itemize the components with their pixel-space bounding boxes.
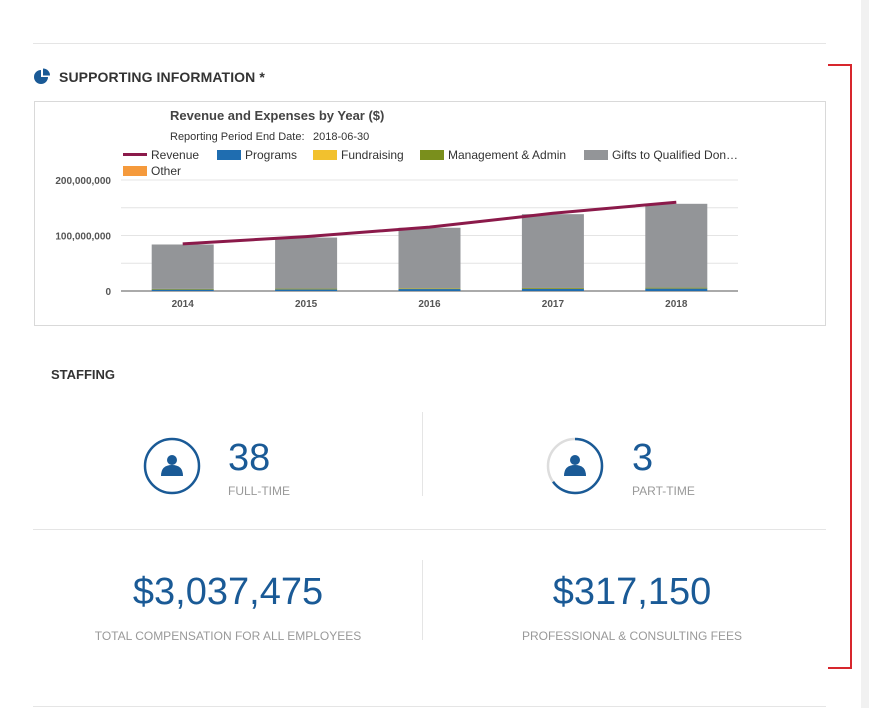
legend-label-other[interactable]: Other — [151, 164, 181, 178]
chart-legend: Revenue Programs Fundraising Management & A… — [123, 148, 738, 178]
full-time-label: FULL-TIME — [228, 484, 291, 498]
legend-label-management-admin[interactable]: Management & Admin — [448, 148, 566, 162]
bar-programs-2018[interactable] — [645, 288, 708, 291]
legend-swatch-management-admin — [420, 150, 444, 160]
bar-fundraising-2016[interactable] — [398, 288, 461, 290]
full-time-count: 38 — [228, 437, 271, 479]
staffing-title: STAFFING — [51, 367, 116, 382]
compensation-divider — [422, 560, 423, 640]
total-compensation-label: TOTAL COMPENSATION FOR ALL EMPLOYEES — [94, 629, 362, 643]
part-time-count: 3 — [632, 437, 654, 479]
chart-canvas: Revenue and Expenses by Year ($) Reporti… — [55, 108, 738, 310]
highlight-bracket — [828, 64, 852, 669]
line-revenue[interactable] — [182, 200, 677, 246]
y-tick-label: 200,000,000 — [55, 176, 111, 187]
revenue-expenses-chart: Revenue and Expenses by Year ($) Reporti… — [34, 101, 826, 326]
bar-programs-2014[interactable] — [151, 289, 214, 291]
bar-fundraising-2017[interactable] — [521, 288, 584, 289]
pie-chart-icon — [34, 68, 50, 84]
legend-label-programs[interactable]: Programs — [245, 148, 297, 162]
section-title: SUPPORTING INFORMATION * — [59, 69, 265, 85]
y-axis: 0 100,000,000 200,000,000 — [55, 176, 111, 298]
total-compensation-value: $3,037,475 — [132, 571, 324, 613]
bar-fundraising-2015[interactable] — [275, 288, 338, 290]
bar-programs-2015[interactable] — [275, 289, 338, 291]
bar-gifts-to-qualified-don-2018[interactable] — [645, 203, 708, 288]
bar-gifts-to-qualified-don-2015[interactable] — [275, 237, 338, 289]
y-tick-label: 0 — [105, 287, 111, 298]
x-tick-label-2016: 2016 — [418, 299, 441, 310]
legend-swatch-gifts-to-qualified-don — [584, 150, 608, 160]
bar-management-admin-2015[interactable] — [275, 288, 338, 290]
scrollbar[interactable] — [861, 0, 869, 708]
x-tick-label-2014: 2014 — [172, 299, 195, 310]
chart-bars — [151, 203, 708, 291]
legend-swatch-fundraising — [313, 150, 337, 160]
x-tick-label-2018: 2018 — [665, 299, 688, 310]
staffing-divider — [422, 412, 423, 496]
legend-swatch-revenue — [123, 153, 147, 156]
chart-title: Revenue and Expenses by Year ($) — [170, 108, 384, 123]
part-time-person-icon — [546, 437, 604, 495]
x-tick-label-2015: 2015 — [295, 299, 318, 310]
bottom-divider — [33, 706, 826, 707]
x-tick-label-2017: 2017 — [542, 299, 565, 310]
revenue-line — [182, 200, 677, 246]
staffing-bottom-divider — [33, 529, 826, 530]
bar-gifts-to-qualified-don-2014[interactable] — [151, 244, 214, 289]
bar-management-admin-2018[interactable] — [645, 287, 708, 289]
legend-swatch-other — [123, 166, 147, 176]
full-time-person-icon — [143, 437, 201, 495]
top-divider — [33, 43, 826, 44]
part-time-label: PART-TIME — [632, 484, 695, 498]
chart-subtitle-label: Reporting Period End Date: — [170, 131, 305, 143]
bar-programs-2017[interactable] — [521, 288, 584, 291]
legend-label-revenue[interactable]: Revenue — [151, 148, 199, 162]
consulting-fees-label: PROFESSIONAL & CONSULTING FEES — [521, 629, 743, 643]
bar-management-admin-2017[interactable] — [521, 287, 584, 289]
bar-fundraising-2018[interactable] — [645, 288, 708, 289]
consulting-fees-value: $317,150 — [552, 571, 712, 613]
legend-label-fundraising[interactable]: Fundraising — [341, 148, 404, 162]
legend-label-gifts-to-qualified-don[interactable]: Gifts to Qualified Don… — [612, 148, 738, 162]
bar-gifts-to-qualified-don-2017[interactable] — [521, 214, 584, 288]
chart-subtitle-value: 2018-06-30 — [313, 131, 369, 143]
bar-management-admin-2014[interactable] — [151, 288, 214, 290]
bar-gifts-to-qualified-don-2016[interactable] — [398, 227, 461, 289]
bar-fundraising-2014[interactable] — [151, 289, 214, 290]
y-tick-label: 100,000,000 — [55, 232, 111, 243]
legend-swatch-programs — [217, 150, 241, 160]
bar-programs-2016[interactable] — [398, 288, 461, 291]
section-header: SUPPORTING INFORMATION * — [33, 66, 265, 88]
x-axis: 2014 2015 2016 2017 2018 — [172, 299, 688, 310]
bar-management-admin-2016[interactable] — [398, 288, 461, 289]
